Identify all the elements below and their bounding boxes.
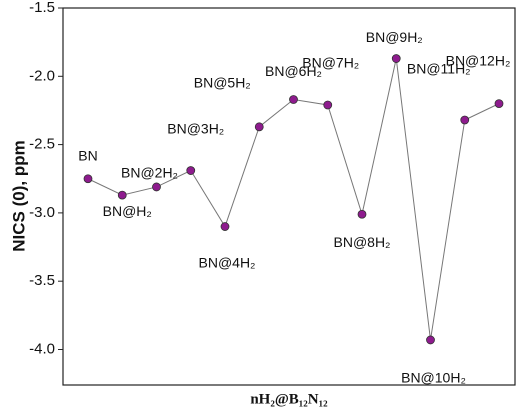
point (152, 182, 161, 192)
y-tick-label: -4.0 (29, 340, 55, 357)
y-tick-label: -3.5 (29, 272, 55, 289)
point-label: BN@8H₂ (334, 234, 391, 250)
point (357, 209, 367, 219)
point-label: BN@5H₂ (194, 75, 251, 91)
y-tick-label: -3.0 (29, 204, 55, 221)
point-label: BN@7H₂ (302, 55, 359, 71)
point-label: BN@11H₂ (407, 61, 471, 77)
point (254, 122, 264, 132)
point-label: BN@10H₂ (401, 370, 466, 386)
point (186, 166, 196, 175)
x-axis-title: nH₂@B₁₂N₁₂ (250, 391, 328, 407)
y-axis-title: NICS (0), ppm (9, 140, 28, 251)
point (460, 115, 470, 125)
point (323, 100, 333, 110)
point (391, 54, 401, 63)
y-tick-label: -2.0 (29, 67, 55, 84)
y-tick-label: -2.5 (29, 136, 55, 153)
point-label: BN (78, 147, 97, 163)
point-label: BN@H₂ (103, 203, 152, 219)
point (117, 190, 127, 200)
point (83, 174, 93, 184)
point (494, 99, 504, 109)
point-label: BN@3H₂ (167, 120, 224, 136)
point-label: BN@4H₂ (199, 254, 256, 270)
point-label: BN@6H₂ (265, 63, 322, 79)
point-label: BN@9H₂ (366, 29, 423, 45)
point (220, 222, 230, 231)
point (289, 95, 298, 104)
y-tick-label: -1.5 (29, 0, 55, 16)
point (426, 335, 435, 345)
point-label: BN@12H₂ (446, 52, 511, 68)
plot-frame (62, 7, 516, 386)
point-label: BN@2H₂ (121, 165, 178, 181)
